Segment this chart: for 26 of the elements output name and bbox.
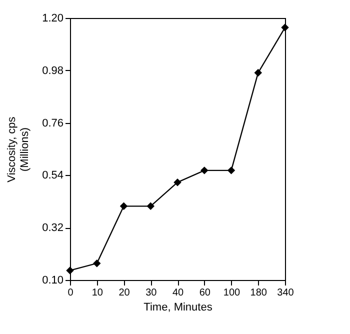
point [146,202,154,210]
point [66,266,74,274]
point [227,166,236,174]
point [254,68,262,77]
x-tick-label: 180 [250,288,268,298]
y-axis-title: Viscosity, cps (Millions) [6,116,32,182]
y-tick-label: 0.54 [42,170,64,182]
x-tick-label: 10 [92,288,104,298]
x-tick-label: 20 [118,288,130,298]
y-tick-label: 0.10 [42,274,64,286]
y-tick-label: 0.76 [42,117,64,130]
x-tick-label: 0 [68,288,74,298]
x-tick-label: 40 [172,288,184,298]
point [93,259,101,268]
point [281,24,289,32]
x-tick-label: 30 [146,288,158,298]
y-tick-label: 0.32 [42,222,64,234]
point [174,178,182,186]
x-tick-label: 340 [277,288,294,298]
point [120,202,128,210]
x-tick-label: 100 [223,288,241,298]
x-tick-label: 60 [199,288,211,298]
y-tick-label: 1.20 [42,12,64,24]
y-tick-label: 0.98 [42,64,64,77]
point [200,166,208,174]
x-axis-title: Time, Minutes [144,302,213,314]
